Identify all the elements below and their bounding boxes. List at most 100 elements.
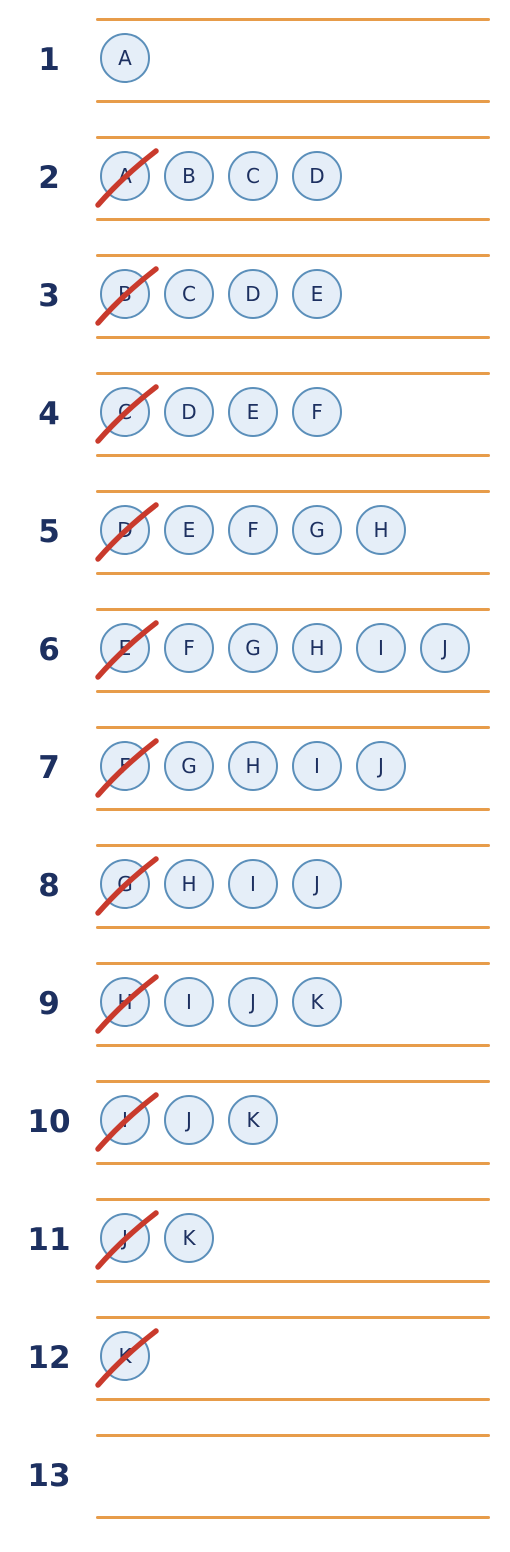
row-top-rule bbox=[96, 1080, 490, 1083]
token-letter: J bbox=[186, 1108, 192, 1132]
strike-line bbox=[95, 1210, 159, 1270]
token-letter: H bbox=[373, 518, 389, 542]
token-letter: D bbox=[181, 400, 197, 424]
strike-line bbox=[95, 1092, 159, 1152]
crossed-out-letter-token: H bbox=[95, 974, 159, 1034]
letter-token: J bbox=[292, 859, 342, 909]
letter-token: E bbox=[164, 505, 214, 555]
row-number: 1 bbox=[38, 42, 60, 78]
letter-token: H bbox=[292, 623, 342, 673]
step-row: 12 K bbox=[0, 1316, 510, 1434]
letter-token: H bbox=[228, 741, 278, 791]
row-top-rule bbox=[96, 490, 490, 493]
letter-token: G bbox=[228, 623, 278, 673]
token-letter: F bbox=[311, 400, 323, 424]
row-number: 5 bbox=[38, 514, 60, 550]
row-number: 8 bbox=[38, 868, 60, 904]
row-number: 3 bbox=[38, 278, 60, 314]
token-letter: E bbox=[310, 282, 324, 306]
token-letter: K bbox=[310, 990, 324, 1014]
row-top-rule bbox=[96, 1316, 490, 1319]
row-top-rule bbox=[96, 372, 490, 375]
letter-token: F bbox=[292, 387, 342, 437]
letter-token: F bbox=[228, 505, 278, 555]
step-row: 11 J K bbox=[0, 1198, 510, 1316]
token-letter: I bbox=[314, 754, 320, 778]
letter-token: I bbox=[164, 977, 214, 1027]
diagonal-strike-icon bbox=[95, 856, 159, 916]
row-bottom-rule bbox=[96, 1398, 490, 1401]
row-bottom-rule bbox=[96, 336, 490, 339]
row-top-rule bbox=[96, 962, 490, 965]
strike-line bbox=[95, 148, 159, 208]
token-letter: H bbox=[309, 636, 325, 660]
diagonal-strike-icon bbox=[95, 266, 159, 326]
token-letter: C bbox=[246, 164, 260, 188]
letter-token: E bbox=[292, 269, 342, 319]
letter-token: C bbox=[228, 151, 278, 201]
token-letter: J bbox=[442, 636, 448, 660]
row-bottom-rule bbox=[96, 572, 490, 575]
strike-line bbox=[95, 384, 159, 444]
row-number: 10 bbox=[27, 1104, 71, 1140]
letter-token: J bbox=[228, 977, 278, 1027]
token-letter: F bbox=[247, 518, 259, 542]
row-number: 11 bbox=[27, 1222, 71, 1258]
row-number: 12 bbox=[27, 1340, 71, 1376]
diagonal-strike-icon bbox=[95, 974, 159, 1034]
row-bottom-rule bbox=[96, 1280, 490, 1283]
token-letter: K bbox=[246, 1108, 260, 1132]
row-top-rule bbox=[96, 844, 490, 847]
token-letter: I bbox=[186, 990, 192, 1014]
row-top-rule bbox=[96, 254, 490, 257]
row-bottom-rule bbox=[96, 1044, 490, 1047]
row-top-rule bbox=[96, 608, 490, 611]
letter-token: E bbox=[228, 387, 278, 437]
token-letter: H bbox=[181, 872, 197, 896]
token-letter: J bbox=[378, 754, 384, 778]
letter-token: B bbox=[164, 151, 214, 201]
diagonal-strike-icon bbox=[95, 738, 159, 798]
row-bottom-rule bbox=[96, 808, 490, 811]
crossed-out-letter-token: C bbox=[95, 384, 159, 444]
row-bottom-rule bbox=[96, 1162, 490, 1165]
letter-token: K bbox=[292, 977, 342, 1027]
strike-line bbox=[95, 738, 159, 798]
diagonal-strike-icon bbox=[95, 1210, 159, 1270]
row-bottom-rule bbox=[96, 100, 490, 103]
letter-token: G bbox=[292, 505, 342, 555]
token-letter: K bbox=[182, 1226, 196, 1250]
token-letter: J bbox=[314, 872, 320, 896]
diagonal-strike-icon bbox=[95, 384, 159, 444]
row-number: 2 bbox=[38, 160, 60, 196]
letter-token: I bbox=[228, 859, 278, 909]
row-top-rule bbox=[96, 726, 490, 729]
token-letter: C bbox=[182, 282, 196, 306]
row-number: 9 bbox=[38, 986, 60, 1022]
letter-token: H bbox=[164, 859, 214, 909]
token-letter: E bbox=[182, 518, 196, 542]
token-letter: H bbox=[245, 754, 261, 778]
diagonal-strike-icon bbox=[95, 148, 159, 208]
token-letter: I bbox=[378, 636, 384, 660]
row-top-rule bbox=[96, 1434, 490, 1437]
crossed-out-letter-token: K bbox=[95, 1328, 159, 1388]
diagonal-strike-icon bbox=[95, 1092, 159, 1152]
letter-token: J bbox=[164, 1095, 214, 1145]
crossed-out-letter-token: I bbox=[95, 1092, 159, 1152]
token-letter: J bbox=[250, 990, 256, 1014]
letter-token: F bbox=[164, 623, 214, 673]
crossed-out-letter-token: B bbox=[95, 266, 159, 326]
token-letter: D bbox=[245, 282, 261, 306]
step-row: 10 I J K bbox=[0, 1080, 510, 1198]
diagonal-strike-icon bbox=[95, 1328, 159, 1388]
letter-token: K bbox=[228, 1095, 278, 1145]
letter-token: D bbox=[292, 151, 342, 201]
crossed-out-letter-token: E bbox=[95, 620, 159, 680]
